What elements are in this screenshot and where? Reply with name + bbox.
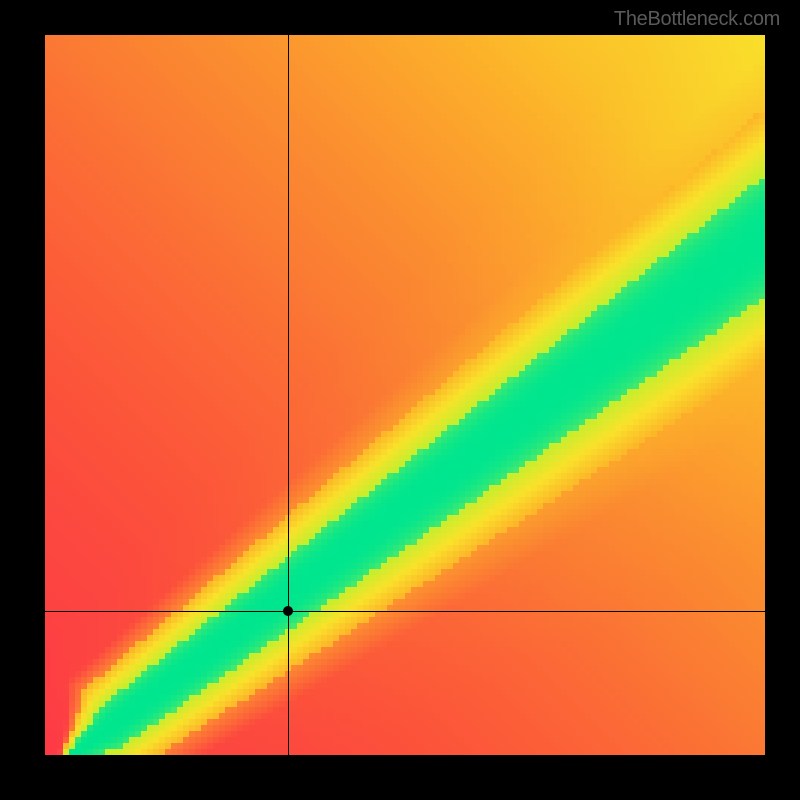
marker-point bbox=[283, 606, 293, 616]
heatmap-canvas bbox=[45, 35, 765, 755]
crosshair-horizontal bbox=[45, 611, 765, 612]
watermark-text: TheBottleneck.com bbox=[614, 8, 780, 31]
plot-area bbox=[45, 35, 765, 755]
crosshair-vertical bbox=[288, 35, 289, 755]
chart-container: TheBottleneck.com bbox=[0, 0, 800, 800]
